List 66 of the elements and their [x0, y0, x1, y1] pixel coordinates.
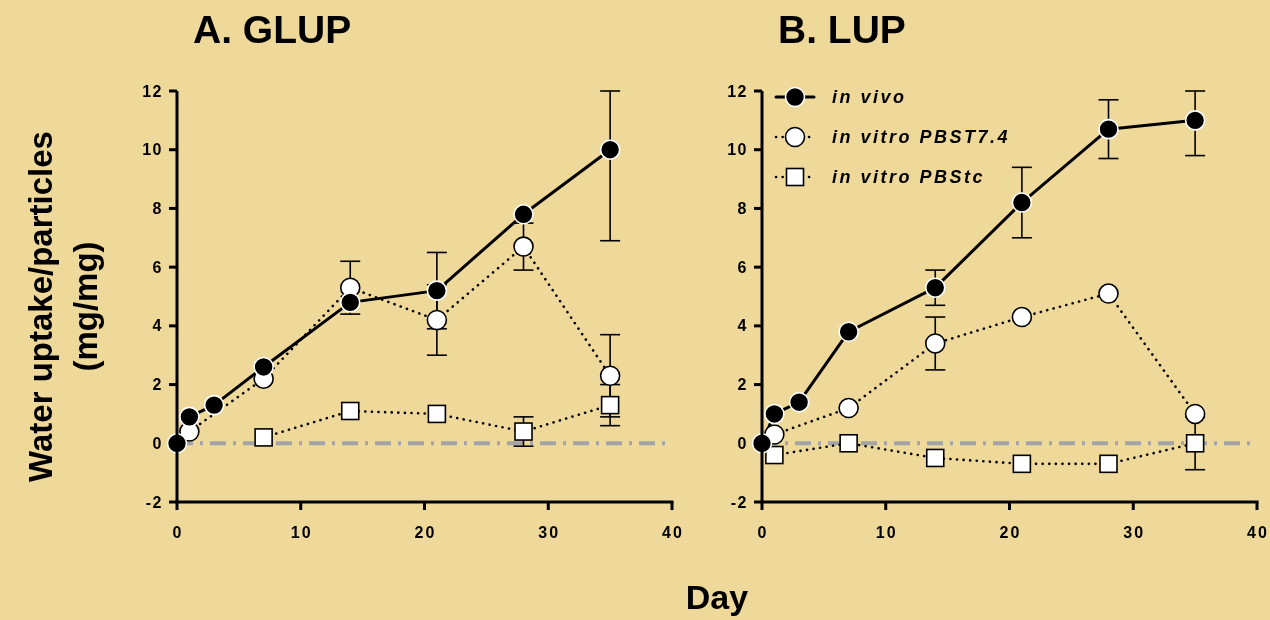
- point: [838, 397, 859, 419]
- y-tick-label: 12: [727, 82, 748, 100]
- x-tick-label: 20: [414, 524, 437, 541]
- legend-label: in vivo: [832, 87, 907, 107]
- point: [1184, 403, 1206, 425]
- point: [1012, 454, 1032, 474]
- point: [1184, 110, 1206, 131]
- legend-label: in vitro PBStc: [832, 167, 986, 187]
- x-tick-label: 10: [290, 524, 313, 541]
- point: [179, 406, 200, 428]
- point: [1098, 283, 1119, 304]
- y-tick-label: -2: [730, 493, 748, 511]
- point: [513, 204, 534, 225]
- y-tick-label: 10: [727, 141, 748, 159]
- y-tick-label: 8: [737, 199, 748, 217]
- y-tick-label: 6: [737, 258, 748, 276]
- y-tick-label: 6: [152, 258, 163, 276]
- point: [924, 333, 946, 354]
- y-tick-label: 0: [152, 434, 163, 452]
- point: [1099, 454, 1118, 474]
- chart-title: B. LUP: [778, 8, 906, 51]
- y-tick-label: -2: [145, 493, 163, 511]
- point: [599, 139, 621, 161]
- point: [340, 401, 360, 421]
- y-tick-label: 8: [152, 199, 163, 217]
- point: [1185, 433, 1205, 453]
- point: [1011, 306, 1033, 328]
- point: [838, 321, 859, 343]
- x-tick-label: 10: [875, 524, 898, 541]
- point: [1098, 118, 1119, 140]
- y-tick-label: 4: [737, 317, 748, 335]
- y-axis-title: Water uptake/particles (mg/mg): [22, 131, 104, 482]
- point: [1011, 192, 1033, 213]
- point: [339, 292, 361, 313]
- point: [788, 391, 810, 413]
- y-tick-label: 10: [142, 141, 163, 159]
- point: [253, 356, 274, 378]
- y-tick-label: 2: [152, 376, 163, 394]
- point: [600, 395, 620, 415]
- point: [765, 445, 784, 465]
- y-tick-label: 2: [737, 376, 748, 394]
- x-tick-label: 0: [757, 524, 769, 541]
- point: [925, 448, 945, 468]
- x-tick-label: 40: [662, 524, 684, 541]
- point: [427, 404, 447, 424]
- x-axis-title: Day: [685, 578, 749, 616]
- y-tick-label: 0: [737, 434, 748, 452]
- x-tick-label: 20: [999, 524, 1022, 541]
- x-tick-label: 40: [1247, 524, 1269, 541]
- point: [839, 433, 858, 453]
- chart-title: A. GLUP: [193, 8, 352, 51]
- point: [426, 309, 448, 331]
- point: [599, 365, 621, 387]
- point: [426, 280, 448, 301]
- y-tick-label: 4: [152, 317, 163, 335]
- point: [764, 403, 785, 425]
- point: [514, 422, 533, 441]
- legend-label: in vitro PBST7.4: [832, 127, 1011, 147]
- point: [203, 394, 225, 416]
- point: [924, 277, 946, 298]
- point: [513, 236, 534, 257]
- point: [254, 428, 273, 447]
- x-tick-label: 0: [172, 524, 184, 541]
- x-tick-label: 30: [538, 524, 561, 541]
- x-tick-label: 30: [1123, 524, 1146, 541]
- y-tick-label: 12: [142, 82, 163, 100]
